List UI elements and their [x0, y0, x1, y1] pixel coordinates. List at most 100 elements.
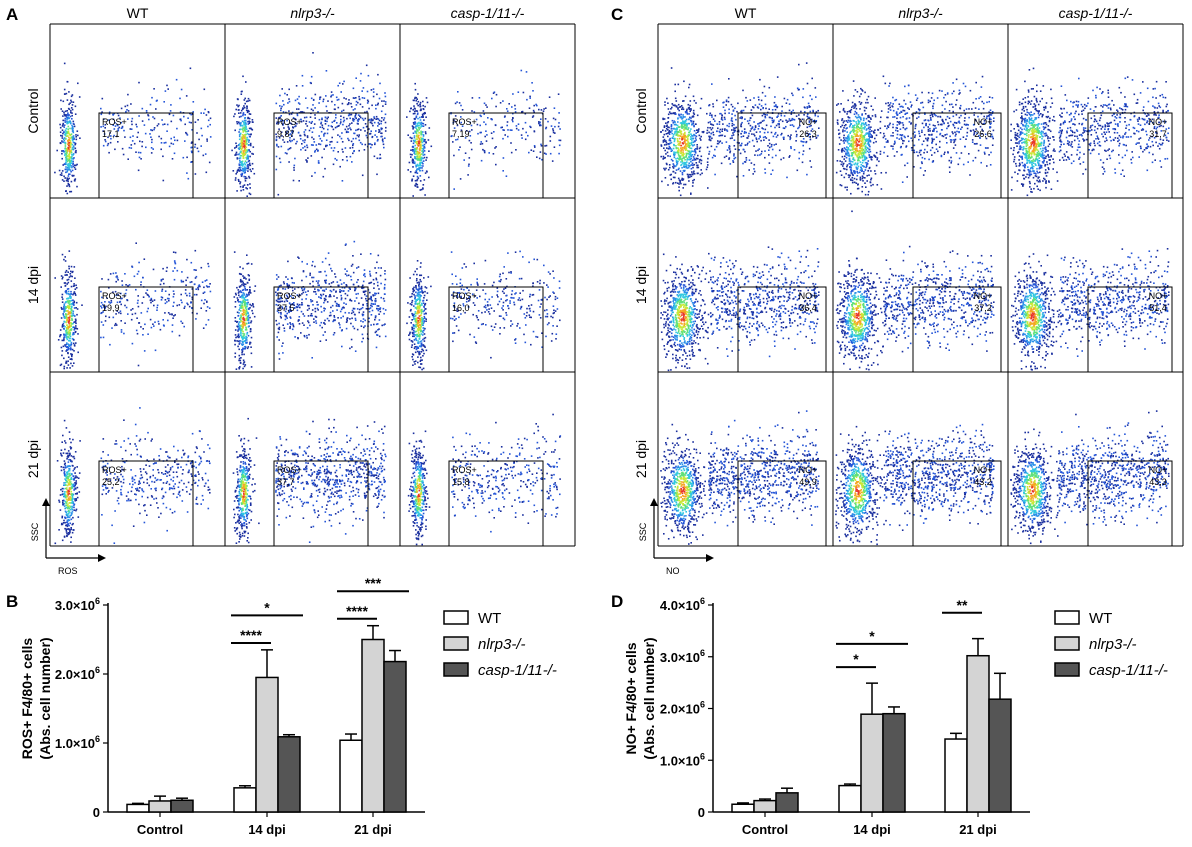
event-dot: [335, 305, 338, 307]
event-dot: [418, 128, 420, 131]
event-dot: [187, 177, 190, 180]
event-dot: [290, 303, 292, 306]
event-dot: [378, 335, 381, 338]
event-dot: [361, 313, 364, 316]
event-dot: [491, 329, 494, 331]
event-dot: [201, 281, 204, 283]
event-dot: [414, 179, 417, 182]
event-dot: [201, 134, 203, 137]
event-dot: [183, 307, 186, 309]
event-dot: [531, 82, 533, 84]
event-dot: [242, 153, 244, 156]
event-dot: [532, 285, 534, 287]
event-dot: [540, 299, 543, 301]
event-dot: [178, 490, 181, 493]
event-dot: [247, 167, 249, 170]
event-dot: [350, 113, 353, 116]
event-dot: [458, 292, 460, 294]
event-dot: [187, 303, 189, 306]
event-dot: [319, 126, 321, 128]
event-dot: [242, 326, 244, 328]
event-dot: [164, 466, 167, 468]
event-dot: [125, 284, 127, 286]
event-dot: [105, 493, 107, 495]
event-dot: [70, 536, 72, 539]
event-dot: [315, 320, 317, 322]
event-dot: [421, 141, 424, 144]
event-dot: [155, 487, 157, 490]
event-dot: [418, 140, 420, 143]
event-dot: [242, 107, 244, 109]
event-dot: [553, 146, 556, 148]
event-dot: [409, 331, 411, 334]
event-dot: [67, 489, 69, 492]
event-dot: [173, 293, 175, 295]
event-dot: [169, 110, 172, 112]
event-dot: [381, 127, 383, 130]
event-dot: [381, 135, 383, 138]
event-dot: [69, 315, 71, 317]
event-dot: [151, 129, 154, 132]
event-dot: [66, 456, 69, 458]
event-dot: [278, 322, 280, 325]
event-dot: [73, 266, 76, 268]
event-dot: [67, 130, 70, 132]
event-dot: [348, 287, 351, 290]
event-dot: [319, 137, 322, 140]
event-dot: [415, 157, 418, 160]
event-dot: [247, 130, 250, 132]
event-dot: [312, 138, 315, 140]
event-dot: [72, 502, 75, 504]
event-dot: [348, 312, 350, 314]
event-dot: [70, 95, 73, 98]
event-dot: [506, 299, 508, 301]
event-dot: [545, 335, 547, 338]
event-dot: [127, 284, 129, 287]
event-dot: [246, 133, 249, 135]
event-dot: [414, 112, 416, 115]
event-dot: [383, 293, 386, 295]
event-dot: [410, 308, 412, 311]
event-dot: [104, 484, 107, 486]
event-dot: [378, 131, 380, 133]
event-dot: [409, 171, 412, 173]
event-dot: [70, 447, 72, 450]
event-dot: [239, 157, 242, 159]
event-dot: [277, 193, 280, 196]
event-dot: [426, 156, 428, 159]
event-dot: [57, 339, 60, 341]
event-dot: [135, 435, 138, 437]
event-dot: [498, 280, 500, 282]
event-dot: [312, 52, 314, 54]
event-dot: [237, 289, 240, 291]
event-dot: [353, 132, 356, 135]
event-dot: [554, 298, 557, 301]
event-dot: [522, 289, 524, 292]
event-dot: [321, 118, 323, 121]
event-dot: [533, 104, 535, 107]
event-dot: [313, 141, 316, 143]
event-dot: [183, 452, 186, 455]
event-dot: [296, 294, 299, 296]
event-dot: [352, 87, 355, 90]
event-dot: [488, 308, 490, 310]
event-dot: [248, 164, 250, 166]
event-dot: [184, 140, 186, 142]
event-dot: [416, 135, 418, 137]
event-dot: [552, 312, 555, 315]
event-dot: [123, 440, 125, 442]
event-dot: [108, 316, 111, 319]
event-dot: [204, 299, 206, 301]
event-dot: [67, 356, 70, 358]
event-dot: [64, 475, 66, 477]
event-dot: [70, 162, 72, 165]
event-dot: [68, 480, 71, 483]
event-dot: [340, 298, 343, 301]
event-dot: [331, 140, 333, 143]
event-dot: [519, 327, 521, 329]
event-dot: [500, 315, 502, 317]
event-dot: [468, 299, 471, 301]
event-dot: [378, 319, 381, 321]
event-dot: [424, 131, 427, 133]
event-dot: [124, 461, 126, 464]
